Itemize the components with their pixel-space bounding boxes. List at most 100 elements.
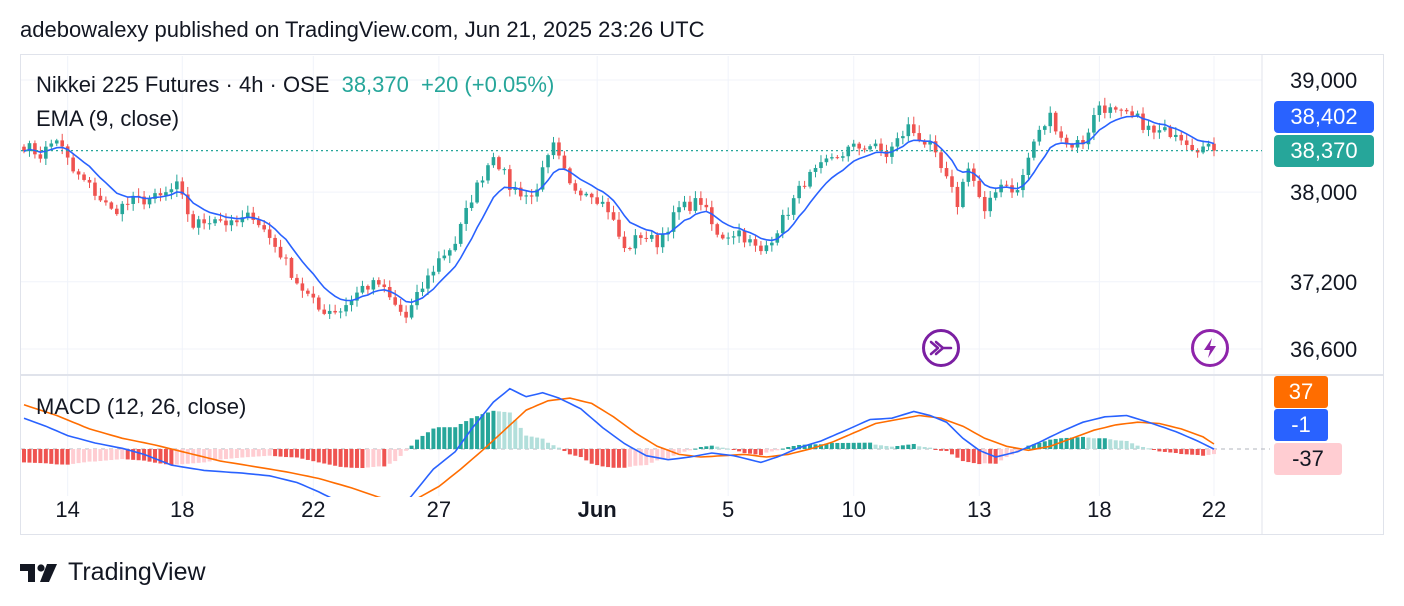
candle-body bbox=[175, 181, 179, 190]
macd-histogram-bar bbox=[1135, 445, 1140, 449]
macd-histogram-bar bbox=[376, 449, 381, 467]
candle-body bbox=[715, 224, 720, 235]
candle-body bbox=[813, 168, 818, 172]
macd-histogram-bar bbox=[578, 449, 583, 458]
candle-body bbox=[633, 235, 638, 249]
candle-body bbox=[982, 196, 987, 212]
macd-histogram-bar bbox=[87, 449, 92, 462]
macd-histogram-bar bbox=[60, 449, 65, 465]
chart-frame bbox=[20, 54, 1384, 535]
candle-body bbox=[491, 157, 496, 166]
macd-histogram-bar bbox=[485, 412, 490, 449]
macd-histogram-bar bbox=[169, 449, 174, 466]
candle-body bbox=[235, 220, 239, 223]
macd-histogram-bar bbox=[988, 449, 993, 464]
candle-body bbox=[851, 143, 856, 147]
candle-body bbox=[196, 219, 201, 228]
candle-body bbox=[628, 248, 632, 250]
macd-histogram-bar bbox=[556, 447, 561, 449]
macd-histogram-bar bbox=[622, 449, 627, 468]
macd-histogram-bar bbox=[103, 449, 108, 461]
candle-body bbox=[1042, 126, 1047, 130]
macd-histogram-bar bbox=[300, 449, 305, 459]
candle-body bbox=[518, 187, 523, 197]
candle-body bbox=[737, 230, 741, 237]
candle-body bbox=[447, 250, 452, 256]
macd-histogram-bar bbox=[82, 449, 87, 463]
candle-body bbox=[344, 305, 348, 312]
macd-histogram-bar bbox=[944, 449, 949, 452]
macd-histogram-bar bbox=[1157, 449, 1162, 452]
candle-body bbox=[229, 220, 234, 226]
macd-histogram-bar bbox=[966, 449, 971, 463]
macd-histogram-bar bbox=[720, 447, 725, 449]
macd-histogram-bar bbox=[420, 435, 425, 449]
macd-histogram-bar bbox=[464, 421, 469, 449]
macd-histogram-bar bbox=[360, 449, 365, 469]
macd-histogram-bar bbox=[698, 446, 703, 449]
candle-body bbox=[1086, 132, 1091, 145]
macd-histogram-bar bbox=[1010, 449, 1015, 455]
candle-body bbox=[71, 157, 75, 172]
candle-body bbox=[600, 201, 605, 204]
macd-histogram-bar bbox=[889, 446, 894, 449]
macd-histogram-bar bbox=[415, 439, 420, 449]
macd-histogram-bar bbox=[922, 446, 927, 449]
candle-body bbox=[884, 151, 889, 157]
candle-body bbox=[437, 258, 441, 272]
macd-histogram-bar bbox=[824, 443, 829, 449]
candle-body bbox=[54, 140, 59, 144]
macd-histogram-bar bbox=[911, 443, 916, 449]
candle-body bbox=[862, 148, 867, 150]
macd-histogram-bar bbox=[65, 449, 70, 465]
macd-histogram-bar bbox=[207, 449, 212, 462]
lightning-icon[interactable] bbox=[1191, 329, 1229, 367]
candle-body bbox=[82, 174, 86, 180]
candle-body bbox=[879, 143, 883, 152]
merge-arrows-icon[interactable] bbox=[922, 329, 960, 367]
macd-histogram-bar bbox=[213, 449, 218, 461]
macd-histogram-bar bbox=[595, 449, 600, 466]
candle-body bbox=[770, 242, 774, 246]
macd-histogram-bar bbox=[316, 449, 321, 463]
candle-body bbox=[895, 138, 900, 147]
price-axis-label: 36,600 bbox=[1290, 337, 1357, 362]
candle-body bbox=[1015, 190, 1020, 193]
macd-histogram-bar bbox=[764, 449, 769, 453]
candle-body bbox=[311, 293, 316, 298]
candle-body bbox=[731, 236, 736, 238]
candle-body bbox=[1021, 175, 1025, 191]
macd-histogram-bar bbox=[431, 428, 436, 449]
candle-body bbox=[125, 203, 130, 205]
macd-histogram-bar bbox=[1119, 440, 1124, 449]
macd-histogram-bar bbox=[573, 449, 578, 456]
candle-body bbox=[169, 189, 174, 193]
candle-body bbox=[49, 143, 54, 147]
candle-body bbox=[497, 157, 501, 170]
macd-histogram-bar bbox=[567, 449, 572, 455]
ema-line bbox=[23, 115, 1215, 304]
candle-body bbox=[164, 192, 168, 196]
time-axis-label: 14 bbox=[55, 497, 79, 522]
candle-body bbox=[360, 285, 365, 293]
macd-histogram-bar bbox=[425, 432, 430, 449]
candle-body bbox=[677, 207, 681, 213]
candle-body bbox=[1163, 127, 1167, 131]
symbol-title: Nikkei 225 Futures · 4h · OSE bbox=[36, 72, 330, 97]
candle-body bbox=[1081, 140, 1085, 145]
candle-body bbox=[1119, 109, 1124, 111]
macd-histogram-bar bbox=[928, 447, 933, 449]
macd-histogram-bar bbox=[693, 448, 698, 450]
macd-histogram-bar bbox=[38, 449, 43, 464]
ema-price-badge: 38,402 bbox=[1274, 101, 1374, 133]
candle-body bbox=[540, 167, 545, 190]
macd-histogram-bar bbox=[1201, 449, 1206, 456]
macd-histogram-bar bbox=[840, 442, 845, 449]
footer-brand[interactable]: TradingView bbox=[20, 558, 206, 587]
macd-histogram-bar bbox=[1015, 449, 1020, 453]
candle-body bbox=[720, 234, 725, 239]
candle-body bbox=[944, 168, 949, 177]
macd-histogram-bar bbox=[1091, 438, 1096, 449]
macd-histogram-bar bbox=[633, 449, 638, 466]
